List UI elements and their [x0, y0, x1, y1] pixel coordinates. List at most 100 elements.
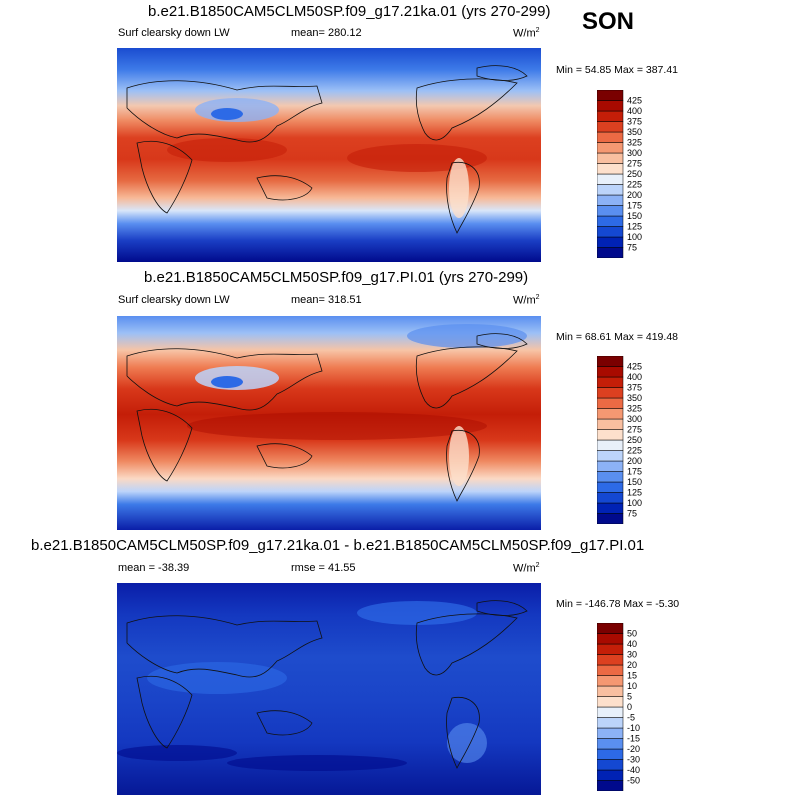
- panel2-minmax: Min = 68.61 Max = 419.48: [556, 331, 678, 343]
- colorbar-box: [597, 696, 624, 708]
- colorbar-box: [597, 675, 624, 687]
- colorbar-box: [597, 780, 624, 791]
- colorbar-tick-label: 100: [627, 498, 642, 508]
- panel3-title: b.e21.B1850CAM5CLM50SP.f09_g17.21ka.01 -…: [31, 537, 645, 554]
- colorbar-tick-label: 275: [627, 425, 642, 435]
- colorbar-box: [597, 366, 624, 378]
- colorbar-tick-label: -20: [627, 744, 640, 754]
- panel1-minmax: Min = 54.85 Max = 387.41: [556, 64, 678, 76]
- colorbar-box: [597, 727, 624, 739]
- colorbar-tick-label: 150: [627, 211, 642, 221]
- colorbar-box: [597, 215, 624, 227]
- colorbar-tick-label: 325: [627, 404, 642, 414]
- colorbar-box: [597, 152, 624, 164]
- colorbar-tick-label: 100: [627, 232, 642, 242]
- colorbar-tick-label: 350: [627, 127, 642, 137]
- colorbar-box: [597, 460, 624, 472]
- colorbar-box: [597, 408, 624, 420]
- colorbar-box: [597, 429, 624, 441]
- colorbar-box: [597, 439, 624, 451]
- colorbar-tick-label: 125: [627, 488, 642, 498]
- colorbar-box: [597, 513, 624, 524]
- colorbar-tick-label: -15: [627, 734, 640, 744]
- colorbar-tick-label: 125: [627, 222, 642, 232]
- colorbar-box: [597, 654, 624, 666]
- panel3-map: [117, 583, 541, 795]
- colorbar-box: [597, 738, 624, 750]
- colorbar-tick-label: 5: [627, 692, 632, 702]
- colorbar-tick-label: 375: [627, 117, 642, 127]
- colorbar-tick-label: 350: [627, 393, 642, 403]
- colorbar-tick-label: 225: [627, 180, 642, 190]
- colorbar-box: [597, 717, 624, 729]
- colorbar-box: [597, 226, 624, 238]
- colorbar-tick-label: 250: [627, 169, 642, 179]
- panel1-title: b.e21.B1850CAM5CLM50SP.f09_g17.21ka.01 (…: [148, 3, 551, 20]
- colorbar-tick-label: 175: [627, 201, 642, 211]
- panel1-map: [117, 48, 541, 262]
- colorbar-box: [597, 492, 624, 504]
- colorbar-box: [597, 769, 624, 781]
- colorbar-box: [597, 376, 624, 388]
- colorbar-box: [597, 194, 624, 206]
- colorbar-box: [597, 247, 624, 258]
- colorbar-tick-label: 300: [627, 414, 642, 424]
- colorbar-box: [597, 502, 624, 514]
- panel2-map: [117, 316, 541, 530]
- colorbar-box: [597, 100, 624, 112]
- colorbar-box: [597, 397, 624, 409]
- colorbar-box: [597, 759, 624, 771]
- colorbar-tick-label: 400: [627, 372, 642, 382]
- panel1-colorbar: 7510012515017520022525027530032535037540…: [597, 90, 642, 258]
- colorbar-tick-label: 150: [627, 477, 642, 487]
- panel2-variable-label: Surf clearsky down LW: [118, 294, 230, 306]
- colorbar-box: [597, 173, 624, 185]
- colorbar-box: [597, 90, 624, 101]
- colorbar-tick-label: 325: [627, 138, 642, 148]
- colorbar-box: [597, 356, 624, 367]
- colorbar-box: [597, 121, 624, 133]
- colorbar-tick-label: 75: [627, 509, 637, 519]
- colorbar-box: [597, 450, 624, 462]
- colorbar-tick-label: 200: [627, 190, 642, 200]
- colorbar-tick-label: 50: [627, 629, 637, 639]
- colorbar-tick-label: 225: [627, 446, 642, 456]
- colorbar-box: [597, 633, 624, 645]
- colorbar-tick-label: 20: [627, 660, 637, 670]
- colorbar-box: [597, 418, 624, 430]
- colorbar-tick-label: -5: [627, 713, 635, 723]
- panel2-colorbar: 7510012515017520022525027530032535037540…: [597, 356, 642, 524]
- colorbar-box: [597, 184, 624, 196]
- colorbar-tick-label: 400: [627, 106, 642, 116]
- season-label: SON: [582, 8, 635, 35]
- colorbar-tick-label: -50: [627, 776, 640, 786]
- panel2-mean-label: mean= 318.51: [291, 294, 362, 306]
- colorbar-tick-label: 425: [627, 96, 642, 106]
- colorbar-box: [597, 163, 624, 175]
- colorbar-box: [597, 481, 624, 493]
- colorbar-tick-label: -10: [627, 723, 640, 733]
- colorbar-box: [597, 664, 624, 676]
- colorbar-box: [597, 623, 624, 634]
- colorbar-tick-label: 15: [627, 671, 637, 681]
- colorbar-box: [597, 236, 624, 248]
- panel3-mean-label: mean = -38.39: [118, 562, 190, 574]
- colorbar-box: [597, 205, 624, 217]
- colorbar-box: [597, 643, 624, 655]
- colorbar-tick-label: 40: [627, 639, 637, 649]
- colorbar-box: [597, 471, 624, 483]
- colorbar-box: [597, 706, 624, 718]
- colorbar-tick-label: 275: [627, 159, 642, 169]
- colorbar-box: [597, 685, 624, 697]
- panel1-units: W/m2: [513, 27, 540, 40]
- panel3-units: W/m2: [513, 562, 540, 575]
- panel1-mean-label: mean= 280.12: [291, 27, 362, 39]
- panel2-units: W/m2: [513, 294, 540, 307]
- colorbar-tick-label: 250: [627, 435, 642, 445]
- colorbar-box: [597, 110, 624, 122]
- panel3-rmse-label: rmse = 41.55: [291, 562, 356, 574]
- colorbar-tick-label: 75: [627, 243, 637, 253]
- panel3-minmax: Min = -146.78 Max = -5.30: [556, 598, 680, 610]
- colorbar-box: [597, 748, 624, 760]
